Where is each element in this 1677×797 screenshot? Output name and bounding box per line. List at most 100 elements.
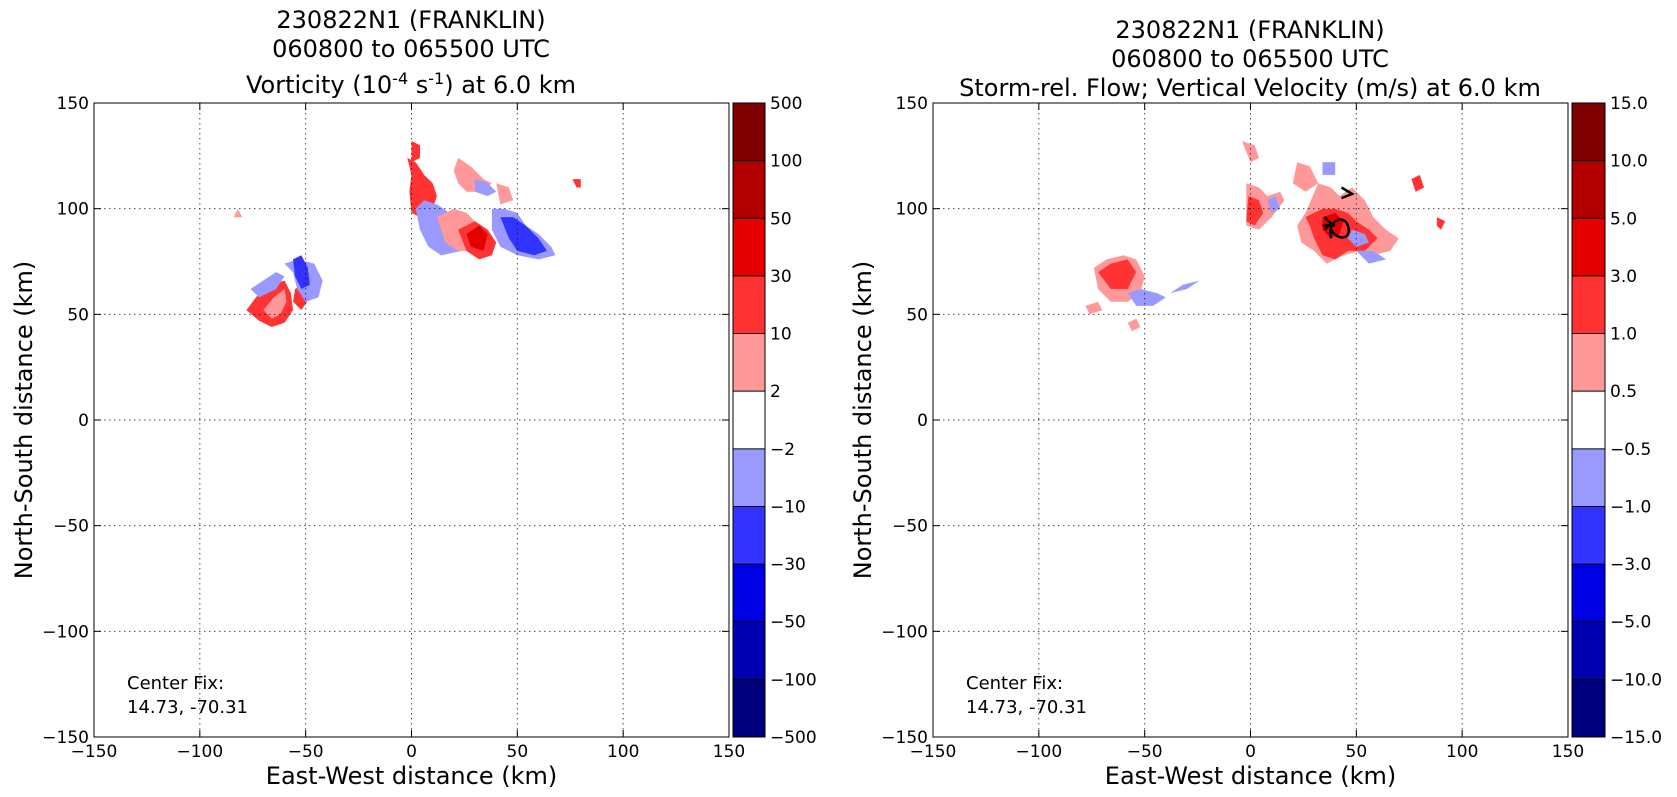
colorbar-segment-2 — [733, 564, 765, 622]
field-region-7 — [411, 141, 420, 163]
colorbar-frame — [1571, 102, 1606, 738]
title-part-1: -4 — [392, 69, 408, 88]
colorbar-segment-3 — [1572, 506, 1605, 565]
field-region-1 — [263, 289, 287, 319]
field-region-2 — [1085, 301, 1103, 315]
field-region-1 — [1098, 259, 1137, 289]
streamline-bend — [1323, 216, 1333, 231]
field-region-3 — [250, 272, 285, 298]
x-tick-label-5: 100 — [607, 742, 639, 762]
x-tick-label-0: −150 — [910, 742, 957, 762]
colorbar-label-2: −50 — [770, 613, 806, 633]
field-region-11 — [1322, 162, 1336, 175]
chart-title-variable: Vorticity (10-4 s-1) at 6.0 km — [246, 69, 576, 99]
x-tick-label-1: −100 — [1015, 742, 1062, 762]
x-tick-label-6: 150 — [1552, 742, 1584, 762]
colorbar-label-7: 10 — [770, 325, 792, 345]
colorbar-label-0: −500 — [770, 728, 817, 748]
streamline-arrowhead — [1340, 186, 1355, 200]
chart-title-line-1: 060800 to 065500 UTC — [1111, 45, 1389, 73]
colorbar-label-8: 3.0 — [1610, 267, 1637, 287]
colorbar-label-4: −1.0 — [1610, 497, 1651, 517]
colorbar-segment-5 — [733, 391, 765, 449]
colorbar-label-0: −15.0 — [1610, 728, 1662, 748]
y-tick-label-4: 50 — [67, 305, 89, 325]
colorbar-segment-4 — [733, 448, 765, 507]
colorbar-label-11: 15.0 — [1610, 94, 1648, 114]
field-region-18 — [572, 179, 581, 188]
colorbar-segment-3 — [733, 506, 765, 565]
center-fix-annotation-line-1: 14.73, -70.31 — [127, 697, 248, 718]
field-region-10 — [496, 183, 514, 205]
chart-title-line-1: 060800 to 065500 UTC — [272, 35, 550, 63]
field-region-10 — [1292, 162, 1319, 192]
colorbar-label-5: −0.5 — [1610, 440, 1651, 460]
chart-title-line-0: 230822N1 (FRANKLIN) — [276, 6, 545, 34]
field-region-17 — [1411, 174, 1425, 192]
colorbar-segment-9 — [1572, 160, 1605, 219]
colorbar-label-10: 100 — [770, 152, 802, 172]
colorbar-segment-8 — [1572, 218, 1605, 276]
field-region-3 — [1127, 289, 1166, 306]
y-tick-label-6: 150 — [896, 94, 928, 114]
colorbar-segment-5 — [1572, 391, 1605, 449]
x-axis-label: East-West distance (km) — [1105, 762, 1396, 790]
title-part-3: -1 — [428, 69, 444, 88]
title-part-4: ) at 6.0 km — [444, 71, 576, 99]
y-tick-label-0: −150 — [42, 728, 89, 748]
x-tick-label-0: −150 — [71, 742, 118, 762]
chart-title-line-0: 230822N1 (FRANKLIN) — [1115, 16, 1384, 44]
x-axis-label: East-West distance (km) — [266, 762, 557, 790]
colorbar-label-2: −5.0 — [1610, 613, 1651, 633]
colorbar-segment-6 — [1572, 333, 1605, 392]
colorbar-segment-4 — [1572, 448, 1605, 507]
colorbar-segment-10 — [733, 103, 765, 161]
colorbar-label-5: −2 — [770, 440, 795, 460]
colorbar-label-6: 2 — [770, 382, 781, 402]
colorbar-label-10: 10.0 — [1610, 152, 1648, 172]
colorbar-label-3: −3.0 — [1610, 555, 1651, 575]
chart-title-line-2: Storm-rel. Flow; Vertical Velocity (m/s)… — [959, 74, 1541, 102]
x-tick-label-5: 100 — [1446, 742, 1478, 762]
vertical-velocity-panel: −150 −100 −50 0 50 100 150 −150 −100 −50 0 50 100 150… — [849, 16, 1662, 790]
y-tick-label-2: −50 — [53, 517, 89, 537]
field-region-15 — [1347, 229, 1369, 247]
field-region-9 — [1267, 196, 1281, 213]
colorbar-label-6: 0.5 — [1610, 382, 1637, 402]
colorbar-segment-7 — [733, 275, 765, 334]
x-tick-label-4: 50 — [1346, 742, 1368, 762]
y-axis-label: North-South distance (km) — [849, 261, 877, 580]
colorbar-segment-0 — [733, 679, 765, 737]
y-tick-label-3: 0 — [917, 411, 928, 431]
y-tick-label-2: −50 — [892, 517, 928, 537]
x-tick-label-2: −50 — [288, 742, 324, 762]
field-region-4 — [1170, 280, 1200, 294]
x-tick-label-3: 0 — [1245, 742, 1256, 762]
colorbar-segment-0 — [1572, 679, 1605, 737]
y-axis-label: North-South distance (km) — [10, 261, 38, 580]
y-tick-label-6: 150 — [57, 94, 89, 114]
x-tick-label-4: 50 — [507, 742, 529, 762]
y-tick-label-0: −150 — [881, 728, 928, 748]
x-tick-label-3: 0 — [406, 742, 417, 762]
x-tick-label-6: 150 — [713, 742, 745, 762]
field-region-16 — [1356, 250, 1386, 264]
colorbar-label-1: −100 — [770, 670, 817, 690]
center-fix-annotation-line-0: Center Fix: — [127, 673, 224, 694]
colorbar-segment-8 — [733, 218, 765, 276]
x-tick-label-1: −100 — [176, 742, 223, 762]
colorbar-label-7: 1.0 — [1610, 325, 1637, 345]
y-tick-label-5: 100 — [896, 200, 928, 220]
field-region-11 — [475, 179, 497, 196]
colorbar-label-4: −10 — [770, 497, 806, 517]
x-tick-label-2: −50 — [1127, 742, 1163, 762]
colorbar-label-9: 5.0 — [1610, 209, 1637, 229]
y-tick-label-4: 50 — [906, 305, 928, 325]
colorbar-label-11: 500 — [770, 94, 802, 114]
colorbar-label-1: −10.0 — [1610, 670, 1662, 690]
y-tick-label-1: −100 — [42, 622, 89, 642]
field-region-15 — [466, 225, 488, 251]
title-part-2: s — [408, 71, 428, 99]
colorbar-label-9: 50 — [770, 209, 792, 229]
